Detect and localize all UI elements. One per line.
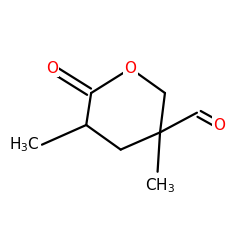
Text: CH$_3$: CH$_3$	[145, 177, 175, 195]
Text: O: O	[124, 61, 136, 76]
Text: O: O	[213, 118, 225, 132]
Text: O: O	[46, 61, 58, 76]
Text: H$_3$C: H$_3$C	[9, 135, 40, 154]
